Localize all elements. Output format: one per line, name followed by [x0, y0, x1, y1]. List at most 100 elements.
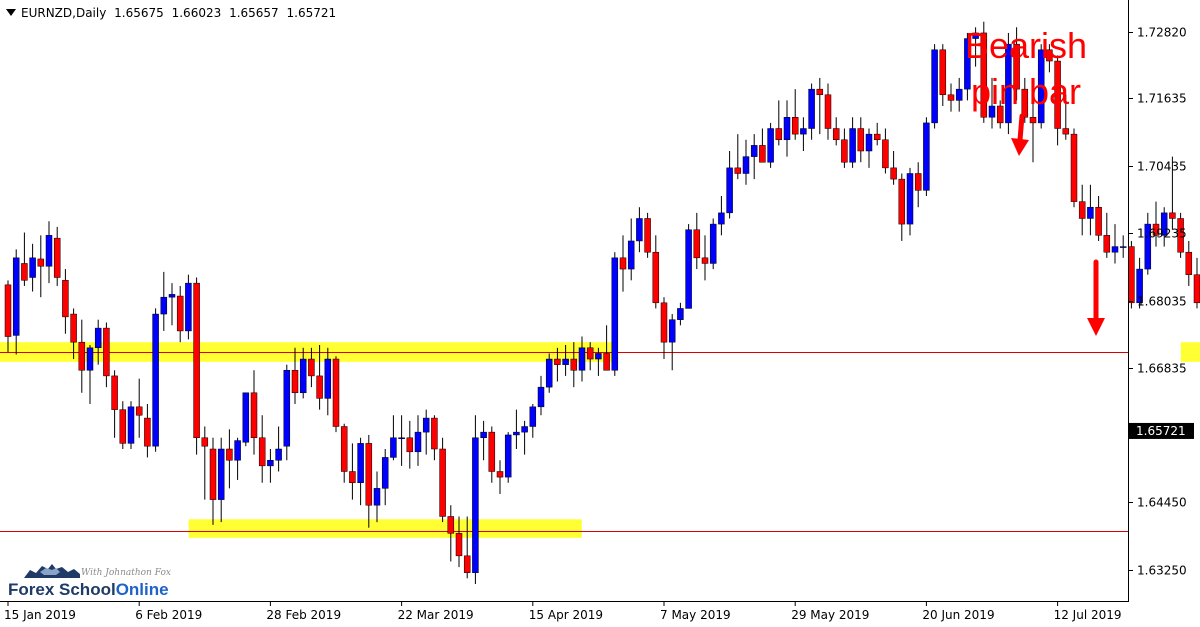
pin-bar-arrow-icon	[1011, 113, 1029, 156]
open-value: 1.65675	[114, 6, 164, 20]
candle-9	[78, 319, 86, 393]
candle-25	[209, 437, 217, 525]
y-axis-ticks: 1.72820 1.71635 1.70435 1.69235 1.68035 1.668…	[1128, 26, 1187, 578]
candle-133	[1095, 195, 1102, 241]
candle-137	[1128, 240, 1135, 309]
symbol-label: EURNZD,Daily	[21, 6, 107, 20]
candle-51	[422, 409, 430, 455]
candle-43	[357, 437, 364, 506]
candle-132	[1087, 184, 1094, 236]
candle-68	[562, 344, 569, 376]
candle-54	[447, 505, 455, 562]
candle-6	[53, 226, 61, 286]
chart-header: EURNZD,Daily 1.65675 1.66023 1.65657 1.6…	[6, 6, 340, 20]
candle-46	[381, 449, 389, 506]
candle-44	[365, 434, 373, 528]
candle-112	[923, 117, 930, 196]
candle-56	[463, 516, 471, 579]
candle-48	[398, 415, 405, 466]
candle-58	[480, 420, 487, 461]
candle-103	[849, 117, 856, 168]
x-tick-label: 20 Jun 2019	[922, 608, 994, 622]
candle-53	[439, 437, 446, 523]
candle-59	[488, 426, 496, 483]
candle-80	[660, 297, 668, 360]
candle-13	[111, 370, 118, 438]
candle-39	[324, 347, 332, 416]
candle-99	[816, 77, 824, 135]
zone-1	[188, 519, 582, 538]
candle-26	[217, 437, 225, 523]
candle-121	[996, 100, 1004, 129]
candle-117	[964, 32, 971, 101]
x-tick-label: 7 May 2019	[660, 608, 731, 622]
candle-114	[939, 44, 947, 107]
candle-115	[947, 83, 955, 112]
candle-85	[701, 235, 709, 281]
close-value: 1.65721	[286, 6, 337, 20]
candle-92	[759, 128, 766, 163]
candle-82	[677, 302, 684, 326]
candle-101	[832, 117, 840, 146]
candle-118	[972, 27, 979, 67]
candle-0	[4, 280, 12, 353]
candle-98	[808, 83, 815, 140]
candle-22	[185, 274, 192, 340]
candle-111	[914, 162, 922, 208]
candle-37	[308, 347, 315, 388]
annotations: Bearish pin bar	[965, 25, 1105, 336]
candle-65	[537, 375, 545, 416]
candle-15	[127, 401, 135, 449]
zone-2	[1180, 342, 1200, 362]
candle-145	[1193, 257, 1200, 309]
candle-11	[94, 319, 102, 365]
candle-7	[62, 269, 69, 334]
candle-87	[718, 195, 725, 236]
candle-30	[250, 370, 258, 455]
candle-5	[45, 221, 53, 284]
logo-brand-part1: Forex School	[8, 580, 116, 599]
candle-119	[980, 21, 988, 123]
x-tick-label: 28 Feb 2019	[266, 608, 341, 622]
candle-100	[824, 83, 832, 140]
y-tick-label: 1.70435	[1137, 160, 1187, 174]
candle-140	[1152, 201, 1160, 247]
candle-130	[1070, 128, 1078, 208]
candle-143	[1177, 212, 1184, 258]
candle-2	[21, 232, 28, 286]
candle-27	[226, 429, 233, 489]
candle-123	[1013, 27, 1020, 101]
candle-126	[1037, 44, 1045, 129]
candle-23	[193, 277, 200, 455]
candle-106	[873, 122, 881, 146]
logo-brand-part2: Online	[115, 580, 169, 599]
candle-79	[652, 235, 660, 309]
candle-8	[70, 308, 77, 360]
candle-10	[86, 344, 94, 405]
candle-74	[611, 252, 619, 376]
candle-36	[299, 347, 307, 399]
candle-18	[152, 308, 159, 452]
candle-81	[668, 314, 676, 371]
candle-95	[783, 100, 791, 157]
candle-116	[955, 77, 963, 112]
candle-125	[1029, 94, 1037, 163]
candle-1	[12, 249, 20, 355]
candle-83	[685, 224, 692, 309]
candle-63	[521, 420, 528, 455]
candle-75	[619, 235, 627, 292]
candle-35	[291, 347, 299, 405]
candle-110	[906, 167, 914, 236]
candle-129	[1062, 94, 1070, 140]
candle-102	[841, 128, 848, 168]
candle-28	[234, 437, 241, 480]
y-tick-label: 1.71635	[1137, 92, 1187, 106]
candle-96	[791, 89, 799, 140]
dropdown-triangle-icon[interactable]	[6, 9, 16, 16]
candle-88	[726, 151, 733, 219]
candle-73	[603, 325, 610, 371]
candle-55	[455, 516, 463, 568]
y-tick-label: 1.72820	[1137, 26, 1187, 40]
high-value: 1.66023	[171, 6, 222, 20]
